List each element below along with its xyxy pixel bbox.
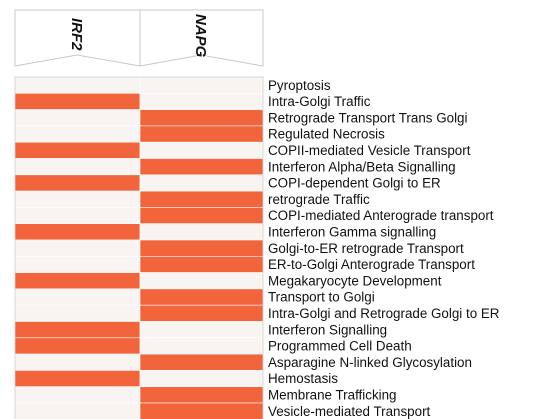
row-label-hemostasis: Hemostasis — [268, 371, 338, 386]
row-label-intra-golgi-traffic: Intra-Golgi Traffic — [268, 94, 371, 109]
row-label-retrograde-traffic: retrograde Traffic — [268, 192, 370, 207]
cell-irf2-programmed-cell-death — [14, 337, 141, 355]
row-label-copi-dependent-golgi-to-er: COPI-dependent Golgi to ER — [268, 176, 441, 191]
cell-napg-hemostasis — [139, 370, 264, 387]
cell-irf2-asparagine-n-linked-glycosylation — [14, 353, 141, 371]
row-label-intra-golgi-and-retrograde-golgi-to-er: Intra-Golgi and Retrograde Golgi to ER — [268, 306, 500, 321]
row-label-asparagine-n-linked-glycosylation: Asparagine N-linked Glycosylation — [268, 355, 472, 370]
cell-napg-programmed-cell-death — [139, 337, 264, 355]
cell-napg-retrograde-traffic — [139, 190, 264, 208]
row-label-megakaryocyte-development: Megakaryocyte Development — [268, 273, 442, 288]
cell-napg-membrane-trafficking — [139, 386, 264, 404]
row-label-copi-mediated-anterograde-transport: COPI-mediated Anterograde transport — [268, 208, 494, 223]
cell-irf2-retrograde-transport-trans-golgi — [14, 109, 141, 127]
row-label-programmed-cell-death: Programmed Cell Death — [268, 339, 412, 354]
heatmap-cells — [14, 76, 264, 419]
column-label-irf2: IRF2 — [68, 18, 85, 51]
cell-irf2-interferon-gamma-signalling — [14, 223, 141, 241]
cell-napg-retrograde-transport-trans-golgi — [139, 109, 264, 127]
cell-napg-copi-dependent-golgi-to-er — [139, 174, 264, 192]
cell-irf2-membrane-trafficking — [14, 386, 141, 404]
cell-irf2-transport-to-golgi — [14, 288, 141, 306]
heatmap-frame — [14, 76, 264, 419]
cell-irf2-intra-golgi-traffic — [14, 93, 141, 110]
row-label-interferon-gamma-signalling: Interferon Gamma signalling — [268, 225, 436, 240]
cell-napg-megakaryocyte-development — [139, 272, 264, 290]
cell-napg-intra-golgi-traffic — [139, 93, 264, 110]
cell-irf2-golgi-to-er-retrograde-transport — [14, 239, 141, 257]
cell-napg-copi-mediated-anterograde-transport — [139, 207, 264, 224]
header-napg-frame — [139, 9, 264, 67]
row-label-er-to-golgi-anterograde-transport: ER-to-Golgi Anterograde Transport — [268, 257, 475, 272]
cell-irf2-regulated-necrosis — [14, 125, 141, 143]
cell-irf2-pyroptosis — [14, 76, 141, 94]
cell-irf2-hemostasis — [14, 370, 141, 387]
row-label-retrograde-transport-trans-golgi: Retrograde Transport Trans Golgi — [268, 110, 467, 125]
cell-napg-interferon-gamma-signalling — [139, 223, 264, 241]
cell-irf2-intra-golgi-and-retrograde-golgi-to-er — [14, 304, 141, 322]
cell-irf2-copi-dependent-golgi-to-er — [14, 174, 141, 192]
cell-napg-vesicle-mediated-transport — [139, 402, 264, 419]
cell-napg-interferon-signalling — [139, 321, 264, 339]
row-label-regulated-necrosis: Regulated Necrosis — [268, 127, 385, 142]
cell-irf2-copii-mediated-vesicle-transport — [14, 141, 141, 159]
row-label-vesicle-mediated-transport: Vesicle-mediated Transport — [268, 404, 431, 419]
cell-napg-golgi-to-er-retrograde-transport — [139, 239, 264, 257]
column-label-napg: NAPG — [192, 14, 209, 58]
cell-napg-copii-mediated-vesicle-transport — [139, 141, 264, 159]
row-label-interferon-alpha-beta-signalling: Interferon Alpha/Beta Signalling — [268, 159, 456, 174]
cell-napg-transport-to-golgi — [139, 288, 264, 306]
cell-napg-pyroptosis — [139, 76, 264, 94]
cell-irf2-er-to-golgi-anterograde-transport — [14, 255, 141, 273]
cell-irf2-vesicle-mediated-transport — [14, 402, 141, 419]
cell-irf2-interferon-alpha-beta-signalling — [14, 158, 141, 176]
cell-irf2-interferon-signalling — [14, 321, 141, 339]
cell-irf2-copi-mediated-anterograde-transport — [14, 207, 141, 224]
cell-irf2-retrograde-traffic — [14, 190, 141, 208]
cell-napg-asparagine-n-linked-glycosylation — [139, 353, 264, 371]
row-label-pyroptosis: Pyroptosis — [268, 78, 331, 93]
row-label-interferon-signalling: Interferon Signalling — [268, 322, 387, 337]
cell-napg-regulated-necrosis — [139, 125, 264, 143]
cell-napg-er-to-golgi-anterograde-transport — [139, 255, 264, 273]
row-label-transport-to-golgi: Transport to Golgi — [268, 290, 375, 305]
row-label-membrane-trafficking: Membrane Trafficking — [268, 388, 397, 403]
column-headers: IRF2 NAPG — [14, 9, 264, 67]
cell-irf2-megakaryocyte-development — [14, 272, 141, 290]
row-label-golgi-to-er-retrograde-transport: Golgi-to-ER retrograde Transport — [268, 241, 464, 256]
cell-napg-interferon-alpha-beta-signalling — [139, 158, 264, 176]
cell-napg-intra-golgi-and-retrograde-golgi-to-er — [139, 304, 264, 322]
row-label-copii-mediated-vesicle-transport: COPII-mediated Vesicle Transport — [268, 143, 471, 158]
